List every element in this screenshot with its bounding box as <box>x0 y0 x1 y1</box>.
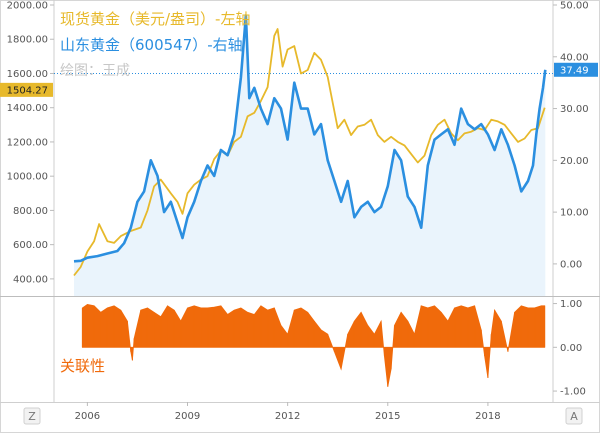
right-tick-label: 10.00 <box>560 208 589 219</box>
left-tick-label: 1400.00 <box>7 103 48 114</box>
legend: 现货黄金（美元/盎司）-左轴 山东黄金（600547）-右轴 绘图：王成 <box>60 6 250 84</box>
corr-tick-label: 1.00 <box>560 299 582 310</box>
stock-current-badge <box>554 62 598 77</box>
right-tick-label: 50.00 <box>560 1 589 12</box>
zoom-button-label: Z <box>28 410 36 423</box>
gold-current-value: 1504.27 <box>7 85 48 96</box>
left-tick-label: 1600.00 <box>7 69 48 80</box>
corr-tick-label: -1.00 <box>560 387 586 398</box>
zoom-button[interactable] <box>23 407 41 425</box>
corr-tick-label: 0.00 <box>560 343 582 354</box>
left-tick-label: 800.00 <box>13 206 48 217</box>
right-tick-label: 20.00 <box>560 156 589 167</box>
left-tick-label: 1200.00 <box>7 137 48 148</box>
x-tick-label: 2018 <box>475 411 500 422</box>
right-tick-label: 30.00 <box>560 104 589 115</box>
stock-series-line <box>73 14 547 263</box>
auto-scale-button-label: A <box>570 410 578 423</box>
stock-current-value: 37.49 <box>560 65 589 76</box>
x-tick-label: 2006 <box>75 411 100 422</box>
right-tick-label: 40.00 <box>560 52 589 63</box>
legend-gold: 现货黄金（美元/盎司）-左轴 <box>60 10 251 28</box>
correlation-area <box>82 303 546 387</box>
right-tick-label: 0.00 <box>560 259 582 270</box>
auto-scale-button[interactable] <box>565 407 583 425</box>
stock-area-fill <box>74 15 546 297</box>
left-tick-label: 1800.00 <box>7 35 48 46</box>
x-tick-label: 2012 <box>275 411 300 422</box>
x-tick-label: 2009 <box>175 411 200 422</box>
credit-text: 绘图：王成 <box>60 63 130 79</box>
left-tick-label: 600.00 <box>13 240 48 251</box>
correlation-label: 关联性 <box>60 357 106 375</box>
x-tick-label: 2015 <box>375 411 400 422</box>
left-tick-label: 2000.00 <box>7 1 48 12</box>
gold-current-badge <box>0 82 53 97</box>
left-tick-label: 1000.00 <box>7 172 48 183</box>
left-tick-label: 400.00 <box>13 274 48 285</box>
legend-stock: 山东黄金（600547）-右轴 <box>60 36 243 54</box>
